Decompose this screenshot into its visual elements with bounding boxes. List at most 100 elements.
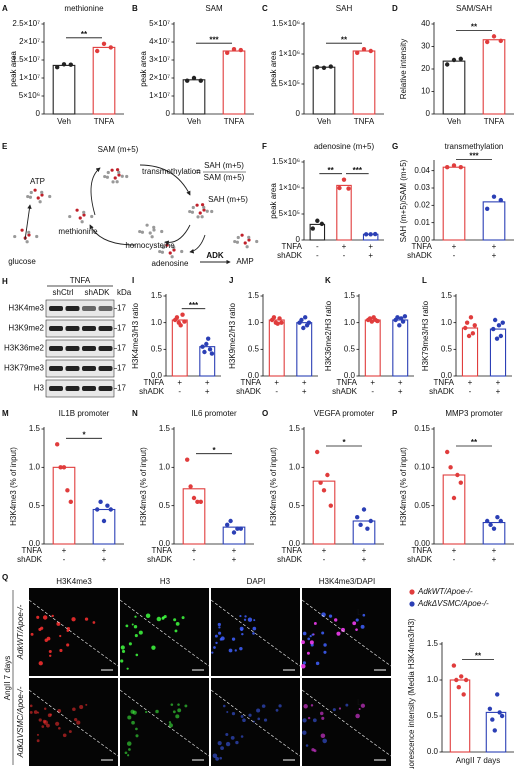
band bbox=[82, 346, 96, 351]
band bbox=[98, 306, 113, 311]
tissue-signal bbox=[321, 631, 325, 635]
y-tick-label: 1.5 bbox=[344, 291, 356, 300]
tissue-signal bbox=[29, 704, 33, 708]
condition-value: + bbox=[368, 251, 373, 260]
y-tick-label: 0.5 bbox=[151, 344, 163, 353]
panel-letter: L bbox=[422, 276, 427, 285]
tissue-signal bbox=[217, 741, 222, 746]
tissue-signal bbox=[278, 704, 282, 708]
condition-value: - bbox=[316, 251, 319, 260]
significance-label: * bbox=[342, 438, 346, 447]
tissue-signal bbox=[323, 643, 327, 647]
atom bbox=[245, 245, 249, 249]
panel-letter: J bbox=[229, 276, 233, 285]
condition-value: + bbox=[102, 555, 107, 564]
bar bbox=[482, 201, 506, 241]
tissue-signal bbox=[309, 635, 312, 638]
tissue-signal bbox=[355, 618, 359, 622]
condition-value: + bbox=[205, 387, 210, 396]
atom bbox=[111, 180, 115, 184]
y-tick-label: 1.5 bbox=[441, 291, 453, 300]
atom bbox=[210, 209, 214, 214]
tissue-signal bbox=[358, 707, 361, 710]
y-axis-label: Relative intensity bbox=[399, 39, 408, 99]
tissue-signal bbox=[332, 708, 336, 712]
data-point bbox=[490, 717, 495, 722]
y-tick-label: 1×10⁶ bbox=[279, 49, 300, 58]
y-tick-label: 30 bbox=[421, 42, 430, 51]
data-point bbox=[238, 526, 243, 531]
y-tick-label: 1×10⁷ bbox=[19, 73, 40, 82]
data-point bbox=[395, 315, 400, 320]
atom bbox=[80, 220, 84, 224]
tissue-signal bbox=[59, 634, 62, 638]
tissue-signal bbox=[313, 749, 317, 753]
tissue-signal bbox=[168, 723, 173, 728]
significance-label: ** bbox=[471, 438, 478, 447]
condition-value: + bbox=[468, 378, 473, 387]
tissue-signal bbox=[36, 739, 40, 743]
column-label: H3 bbox=[160, 577, 171, 586]
band bbox=[98, 366, 113, 371]
y-tick-label: 0.5 bbox=[344, 344, 356, 353]
bar bbox=[199, 346, 216, 377]
condition-value: - bbox=[453, 251, 456, 260]
label: ADK bbox=[206, 251, 224, 260]
bar bbox=[222, 526, 246, 545]
data-point bbox=[185, 78, 190, 83]
y-tick-label: 0.03 bbox=[414, 183, 430, 192]
tissue-signal bbox=[230, 736, 235, 740]
data-point bbox=[485, 39, 490, 45]
atom bbox=[158, 249, 162, 254]
tissue-signal bbox=[313, 622, 317, 625]
column-label: H3K4me3/DAPI bbox=[319, 577, 375, 586]
condition-value: - bbox=[193, 555, 196, 564]
data-point bbox=[498, 197, 503, 203]
row-label: H3 bbox=[34, 384, 45, 393]
condition-value: - bbox=[371, 387, 374, 396]
tissue-signal bbox=[239, 646, 243, 651]
tissue-signal bbox=[240, 628, 243, 631]
y-tick-label: 0.00 bbox=[414, 235, 430, 244]
data-point bbox=[485, 518, 490, 524]
condition-name: TNFA bbox=[282, 546, 303, 555]
atom bbox=[161, 245, 165, 250]
condition-value: + bbox=[368, 242, 373, 251]
tissue-signal bbox=[307, 716, 311, 720]
y-tick-label: 1.5 bbox=[151, 291, 163, 300]
condition-value: + bbox=[322, 546, 327, 555]
tissue-signal bbox=[302, 718, 307, 723]
condition-value: + bbox=[398, 387, 403, 396]
x-tick-label: Veh bbox=[447, 117, 461, 126]
atom bbox=[200, 215, 204, 219]
tissue-signal bbox=[211, 651, 214, 654]
data-point bbox=[454, 677, 459, 683]
data-point bbox=[470, 331, 476, 336]
data-point bbox=[302, 315, 308, 320]
panel-letter: M bbox=[2, 409, 9, 418]
bar bbox=[489, 328, 507, 377]
data-point bbox=[361, 47, 367, 52]
atom bbox=[82, 210, 86, 214]
data-point bbox=[461, 692, 466, 697]
atom bbox=[113, 176, 117, 180]
band bbox=[65, 346, 80, 351]
tissue-signal bbox=[168, 721, 172, 724]
atom bbox=[29, 190, 33, 195]
data-point bbox=[231, 47, 237, 52]
data-point bbox=[448, 465, 453, 470]
y-tick-label: 0.0 bbox=[151, 371, 163, 380]
tissue-signal bbox=[307, 637, 311, 641]
atom bbox=[106, 170, 110, 175]
atom bbox=[33, 188, 37, 192]
bar bbox=[352, 520, 376, 545]
band bbox=[49, 386, 63, 391]
tissue-signal bbox=[127, 715, 132, 720]
condition-value: - bbox=[343, 251, 346, 260]
tissue-signal bbox=[92, 621, 96, 624]
chart-title: VEGFA promoter bbox=[314, 409, 375, 418]
micrograph bbox=[29, 588, 118, 676]
data-point bbox=[451, 663, 457, 668]
condition-name: shADK bbox=[277, 555, 303, 564]
data-point bbox=[180, 312, 185, 317]
